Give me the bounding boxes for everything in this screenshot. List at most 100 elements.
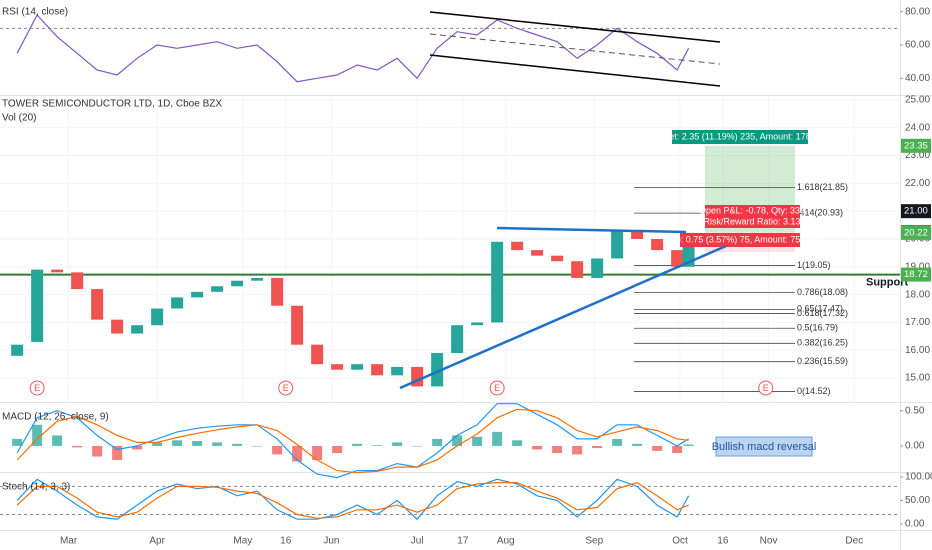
candle	[91, 289, 104, 320]
series-line	[16, 403, 689, 479]
y-tick-label: 23.00	[905, 150, 930, 161]
candle	[251, 277, 264, 281]
plot-layer: 15.0016.0017.0018.0019.0020.0021.0022.00…	[0, 6, 932, 547]
histogram-bar	[112, 445, 123, 461]
resistance-line	[496, 226, 687, 234]
histogram-bar	[672, 445, 683, 453]
candle	[511, 241, 524, 251]
candle	[651, 238, 664, 251]
histogram-bar	[683, 444, 694, 446]
histogram-bar	[412, 445, 423, 447]
candle	[451, 325, 464, 354]
histogram-bar	[272, 445, 283, 455]
x-tick-label: Jun	[323, 536, 339, 547]
candle	[531, 250, 544, 256]
histogram-bar	[292, 445, 303, 462]
stop-text: Stop: 0.75 (3.57%) 75, Amount: 750.25	[662, 234, 818, 244]
fib-label: 0.618(17.32)	[797, 308, 848, 318]
rsi-channel-mid	[429, 33, 721, 65]
x-tick-label: 16	[280, 536, 292, 547]
candle	[571, 261, 584, 278]
price-label-box	[901, 204, 931, 219]
y-tick-label: 25.00	[905, 95, 930, 106]
candle	[151, 308, 164, 326]
x-tick-label: Aug	[497, 536, 515, 547]
series-line	[16, 481, 689, 519]
x-tick-label: Oct	[672, 536, 688, 547]
candle	[431, 353, 444, 387]
histogram-bar	[372, 445, 383, 446]
trendline	[399, 244, 727, 390]
fib-label: 1(19.05)	[797, 260, 831, 270]
fib-label: 0.236(15.59)	[797, 356, 848, 366]
histogram-bar	[652, 445, 663, 451]
candle	[171, 297, 184, 309]
y-tick-label: 18.00	[905, 289, 930, 300]
x-tick-label: Sep	[585, 536, 603, 547]
event-label: E	[494, 383, 500, 393]
histogram-bar	[532, 445, 543, 450]
rsi-channel-bottom	[429, 54, 721, 87]
x-tick-label: Mar	[60, 536, 78, 547]
y-tick-label: 0.00	[905, 519, 925, 530]
x-tick-label: Dec	[845, 536, 863, 547]
target-text: Target: 2.35 (11.19%) 235, Amount: 1782.…	[652, 131, 828, 141]
series-line	[16, 408, 689, 474]
x-tick-label: Nov	[760, 536, 778, 547]
candle	[551, 255, 564, 262]
histogram-bar	[252, 445, 263, 447]
candle	[351, 364, 364, 370]
y-tick-label: 50.00	[905, 495, 930, 506]
fib-label: 0.5(16.79)	[797, 323, 838, 333]
histogram-bar	[192, 441, 203, 446]
y-tick-label: 19.00	[905, 261, 930, 272]
histogram-bar	[312, 445, 323, 461]
y-tick-label: 16.00	[905, 345, 930, 356]
histogram-bar	[32, 424, 43, 446]
macd-title: MACD (12, 26, close, 9)	[2, 412, 109, 423]
series-line	[16, 478, 690, 521]
support-label: Support	[866, 276, 908, 288]
histogram-bar	[172, 440, 183, 446]
candle	[471, 322, 484, 326]
histogram-bar	[552, 445, 563, 453]
histogram-bar	[572, 445, 583, 455]
event-marker	[278, 380, 294, 396]
x-tick-label: May	[233, 536, 252, 547]
y-tick-label: 0.50	[905, 405, 925, 416]
histogram-bar	[72, 445, 83, 448]
price-label: 18.72	[904, 269, 928, 280]
price-label-box	[901, 138, 931, 153]
x-tick-label: Jul	[411, 536, 424, 547]
stop-box	[680, 233, 800, 247]
price-label-box	[901, 267, 931, 282]
candle	[211, 286, 224, 292]
rsi-title: RSI (14, close)	[2, 7, 68, 18]
histogram-bar	[212, 442, 223, 446]
x-tick-label: 17	[457, 536, 469, 547]
pnl-box	[705, 205, 800, 228]
pnl-text: Open P&L: -0.78, Qty: 333	[699, 205, 805, 215]
histogram-bar	[92, 445, 103, 457]
price-label: 23.35	[904, 140, 928, 151]
histogram-bar	[52, 435, 63, 446]
event-label: E	[34, 383, 40, 393]
candle	[31, 269, 44, 342]
fib-label: 0.382(16.25)	[797, 338, 848, 348]
y-tick-label: 40.00	[905, 73, 930, 84]
annotation: Bullish macd reversal	[712, 441, 817, 453]
y-tick-label: 24.00	[905, 122, 930, 133]
rsi-channel-top	[429, 11, 721, 43]
histogram-bar	[352, 443, 363, 446]
fib-label: 0.65(17.47)	[797, 304, 843, 314]
candle	[111, 319, 124, 334]
event-label: E	[283, 383, 289, 393]
y-tick-label: 80.00	[905, 6, 930, 17]
candle	[611, 230, 624, 259]
candle	[191, 291, 204, 298]
histogram-bar	[132, 445, 143, 450]
candle	[131, 325, 144, 334]
candle	[491, 241, 504, 323]
series-line	[16, 13, 690, 83]
